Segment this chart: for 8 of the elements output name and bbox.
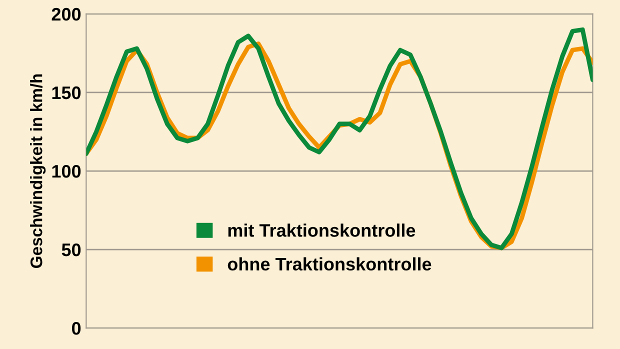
y-tick-label: 50 [62, 243, 81, 256]
y-tick-label: 100 [52, 164, 81, 178]
y-tick-label: 0 [72, 322, 81, 335]
y-tick-label: 150 [52, 86, 81, 100]
legend-label: mit Traktionskontrolle [228, 224, 416, 237]
legend-label: ohne Traktionskontrolle [228, 257, 432, 271]
y-tick-label: 200 [52, 8, 81, 21]
y-axis-title: Geschwindigkeit in km/h [30, 74, 46, 268]
